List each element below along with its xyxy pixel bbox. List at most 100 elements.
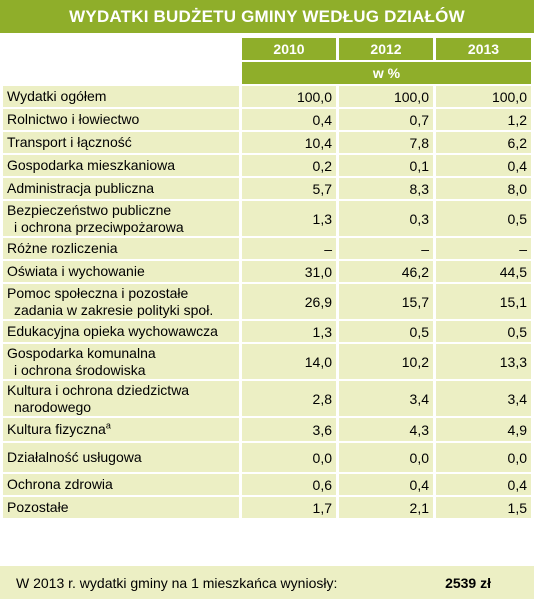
unit-blank [3, 60, 239, 84]
row-label: Ochrona zdrowia [3, 472, 239, 495]
value-2012: – [336, 236, 433, 259]
row-label-line: Administracja publiczna [7, 180, 155, 196]
header-blank [3, 38, 239, 60]
row-label: Wydatki ogółem [3, 84, 239, 107]
row-label-line: Ochrona zdrowia [7, 476, 113, 492]
table-row: Gospodarka komunalna i ochrona środowiska… [3, 342, 531, 379]
value-2010: 2,8 [239, 379, 336, 416]
value-2010: 0,2 [239, 153, 336, 176]
year-header-2012: 2012 [336, 38, 433, 60]
value-2012: 100,0 [336, 84, 433, 107]
value-2012: 8,3 [336, 176, 433, 199]
table-row: Ochrona zdrowia 0,6 0,4 0,4 [3, 472, 531, 495]
table-row: Oświata i wychowanie 31,0 46,2 44,5 [3, 259, 531, 282]
value-2012: 0,4 [336, 472, 433, 495]
value-2012: 0,5 [336, 319, 433, 342]
table-row: Bezpieczeństwo publiczne i ochrona przeci… [3, 199, 531, 236]
row-label-line: narodowego [14, 398, 92, 415]
row-label: Bezpieczeństwo publiczne i ochrona przeci… [3, 199, 239, 236]
value-2012: 0,1 [336, 153, 433, 176]
value-2010: – [239, 236, 336, 259]
row-label-line: Różne rozliczenia [7, 240, 118, 256]
footer-value: 2539 zł [445, 574, 491, 591]
value-2013: 15,1 [433, 282, 531, 319]
value-2012: 0,3 [336, 199, 433, 236]
value-2010: 1,7 [239, 495, 336, 518]
value-2010: 26,9 [239, 282, 336, 319]
table-row: Różne rozliczenia – – – [3, 236, 531, 259]
table-row: Kultura fizycznaa 3,6 4,3 4,9 [3, 416, 531, 441]
value-2013: 1,5 [433, 495, 531, 518]
row-label-line: Kultura fizyczna [7, 421, 106, 437]
row-label: Pozostałe [3, 495, 239, 518]
row-label: Działalność usługowa [3, 441, 239, 472]
value-2010: 0,6 [239, 472, 336, 495]
row-label-line: Gospodarka komunalna [7, 344, 156, 361]
value-2013: 0,5 [433, 319, 531, 342]
table-row: Działalność usługowa 0,0 0,0 0,0 [3, 441, 531, 472]
value-2013: – [433, 236, 531, 259]
table-row: Edukacyjna opieka wychowawcza 1,3 0,5 0,5 [3, 319, 531, 342]
row-label: Gospodarka komunalna i ochrona środowiska [3, 342, 239, 379]
value-2010: 0,0 [239, 441, 336, 472]
value-2013: 6,2 [433, 130, 531, 153]
value-2010: 3,6 [239, 416, 336, 441]
row-label-line: Działalność usługowa [7, 449, 142, 465]
row-label: Administracja publiczna [3, 176, 239, 199]
row-label-line: Rolnictwo i łowiectwo [7, 111, 140, 127]
value-2013: 8,0 [433, 176, 531, 199]
year-header-2013: 2013 [433, 38, 531, 60]
value-2013: 1,2 [433, 107, 531, 130]
table-row: Kultura i ochrona dziedzictwa narodowego 2… [3, 379, 531, 416]
value-2010: 1,3 [239, 319, 336, 342]
row-label-line: zadania w zakresie polityki społ. [14, 301, 214, 318]
table-row: Gospodarka mieszkaniowa 0,2 0,1 0,4 [3, 153, 531, 176]
value-2012: 4,3 [336, 416, 433, 441]
row-label-line: i ochrona środowiska [14, 361, 146, 378]
row-label: Kultura fizycznaa [3, 416, 239, 441]
year-header-row: 2010 2012 2013 [3, 38, 531, 60]
row-label-line: Kultura i ochrona dziedzictwa [7, 381, 190, 398]
row-label-line: Transport i łączność [7, 134, 132, 150]
table-title: WYDATKI BUDŻETU GMINY WEDŁUG DZIAŁÓW [0, 0, 534, 33]
value-2012: 3,4 [336, 379, 433, 416]
value-2012: 2,1 [336, 495, 433, 518]
table-row: Rolnictwo i łowiectwo 0,4 0,7 1,2 [3, 107, 531, 130]
value-2013: 100,0 [433, 84, 531, 107]
table-row: Wydatki ogółem 100,0 100,0 100,0 [3, 84, 531, 107]
value-2012: 46,2 [336, 259, 433, 282]
row-label: Różne rozliczenia [3, 236, 239, 259]
value-2013: 44,5 [433, 259, 531, 282]
value-2013: 13,3 [433, 342, 531, 379]
value-2010: 31,0 [239, 259, 336, 282]
row-label: Gospodarka mieszkaniowa [3, 153, 239, 176]
value-2013: 0,4 [433, 153, 531, 176]
value-2010: 5,7 [239, 176, 336, 199]
footer-summary: W 2013 r. wydatki gminy na 1 mieszkańca … [0, 566, 534, 599]
row-label: Kultura i ochrona dziedzictwa narodowego [3, 379, 239, 416]
row-label-line: Pomoc społeczna i pozostałe [7, 284, 189, 301]
value-2010: 100,0 [239, 84, 336, 107]
table-row: Transport i łączność 10,4 7,8 6,2 [3, 130, 531, 153]
value-2013: 0,0 [433, 441, 531, 472]
table-row: Pomoc społeczna i pozostałe zadania w zak… [3, 282, 531, 319]
value-2010: 14,0 [239, 342, 336, 379]
value-2013: 3,4 [433, 379, 531, 416]
value-2012: 10,2 [336, 342, 433, 379]
value-2013: 0,5 [433, 199, 531, 236]
row-label: Transport i łączność [3, 130, 239, 153]
value-2010: 0,4 [239, 107, 336, 130]
row-label-line: Gospodarka mieszkaniowa [7, 157, 176, 173]
row-label-line: Pozostałe [7, 499, 69, 515]
expenditure-table: 2010 2012 2013 w % Wydatki ogółem 100,0 10… [3, 38, 531, 518]
value-2012: 7,8 [336, 130, 433, 153]
row-label: Pomoc społeczna i pozostałe zadania w zak… [3, 282, 239, 319]
value-2013: 0,4 [433, 472, 531, 495]
table-row: Administracja publiczna 5,7 8,3 8,0 [3, 176, 531, 199]
value-2012: 0,0 [336, 441, 433, 472]
row-label-line: i ochrona przeciwpożarowa [14, 218, 184, 235]
value-2012: 0,7 [336, 107, 433, 130]
value-2010: 10,4 [239, 130, 336, 153]
value-2013: 4,9 [433, 416, 531, 441]
